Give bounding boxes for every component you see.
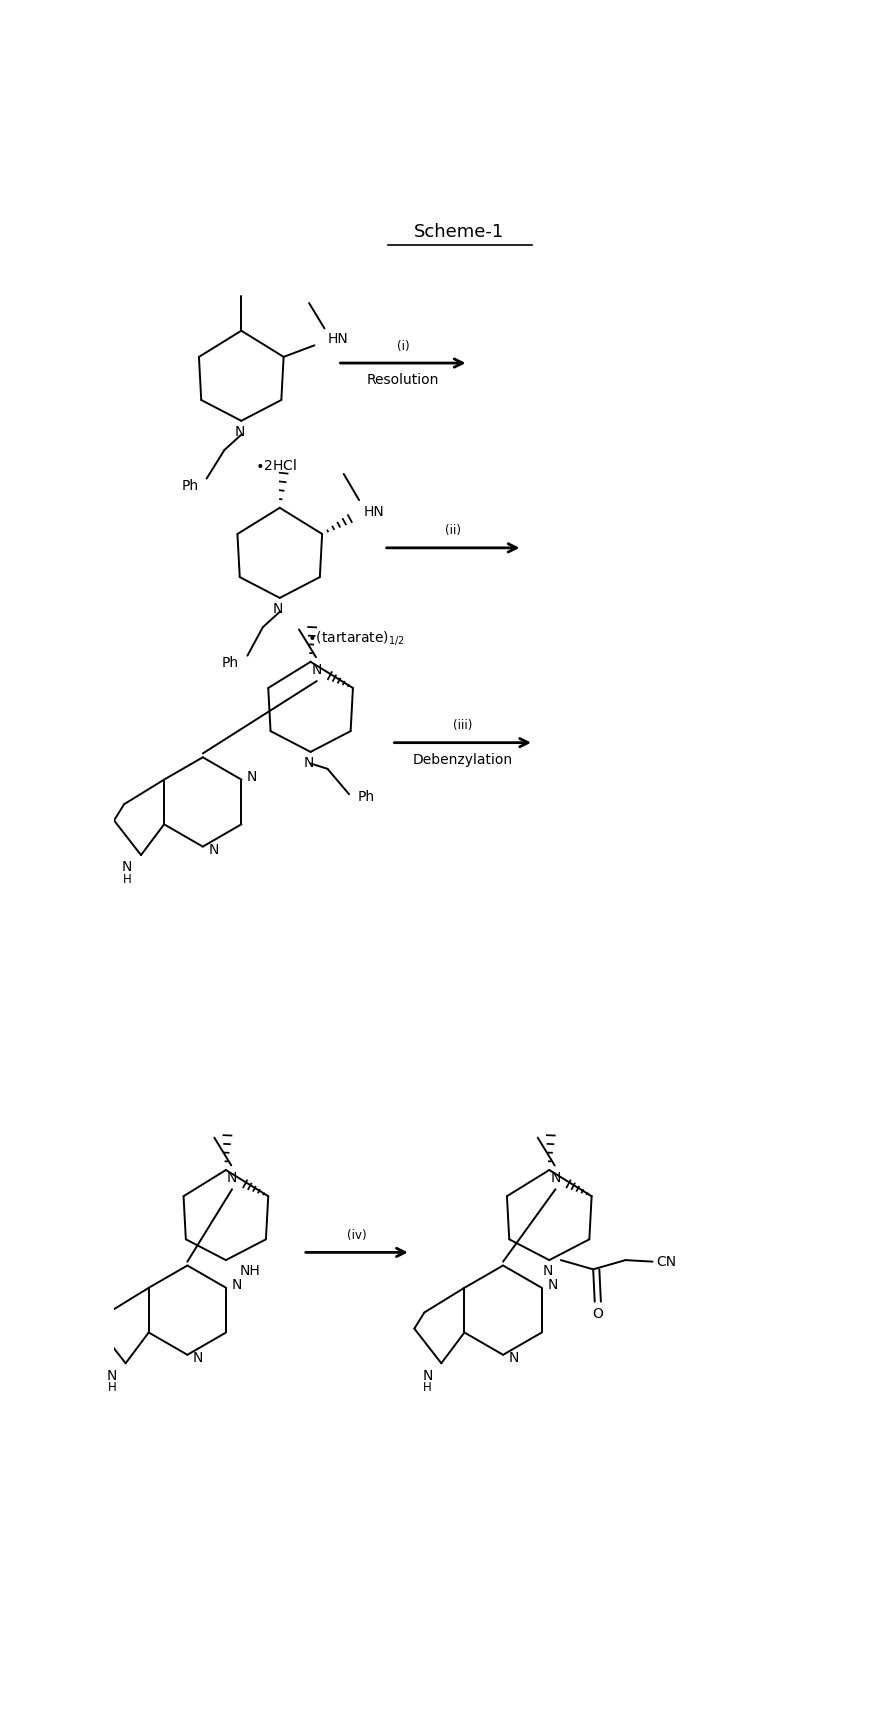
Text: N: N — [232, 1277, 242, 1291]
Text: N: N — [209, 843, 219, 857]
Text: $\bullet$(tartarate)$_{1/2}$: $\bullet$(tartarate)$_{1/2}$ — [306, 629, 404, 646]
Text: H: H — [108, 1382, 116, 1394]
Text: HN: HN — [328, 332, 349, 345]
Text: NH: NH — [240, 1264, 261, 1277]
Text: (ii): (ii) — [445, 525, 461, 537]
Text: (i): (i) — [397, 340, 409, 352]
Text: N: N — [543, 1264, 553, 1277]
Text: Resolution: Resolution — [366, 373, 439, 386]
Text: CN: CN — [656, 1255, 676, 1269]
Text: Scheme-1: Scheme-1 — [414, 222, 504, 241]
Text: H: H — [423, 1382, 432, 1394]
Text: N: N — [509, 1351, 519, 1365]
Text: N: N — [235, 424, 245, 438]
Text: Ph: Ph — [181, 479, 198, 492]
Text: Ph: Ph — [358, 790, 375, 804]
Text: N: N — [107, 1368, 117, 1383]
Text: N: N — [550, 1171, 561, 1185]
Text: N: N — [304, 756, 314, 770]
Text: N: N — [122, 860, 133, 874]
Text: (iv): (iv) — [347, 1229, 366, 1241]
Text: $\bullet$2HCl: $\bullet$2HCl — [255, 458, 297, 474]
Text: (iii): (iii) — [453, 720, 472, 732]
Text: HN: HN — [364, 506, 384, 520]
Text: O: O — [592, 1306, 603, 1322]
Text: N: N — [547, 1277, 557, 1291]
Text: N: N — [312, 662, 322, 677]
Text: N: N — [273, 602, 283, 616]
Text: Debenzylation: Debenzylation — [412, 752, 513, 766]
Text: N: N — [247, 770, 257, 783]
Text: N: N — [227, 1171, 237, 1185]
Text: N: N — [422, 1368, 433, 1383]
Text: N: N — [193, 1351, 203, 1365]
Text: Ph: Ph — [222, 657, 239, 670]
Text: H: H — [123, 874, 132, 886]
